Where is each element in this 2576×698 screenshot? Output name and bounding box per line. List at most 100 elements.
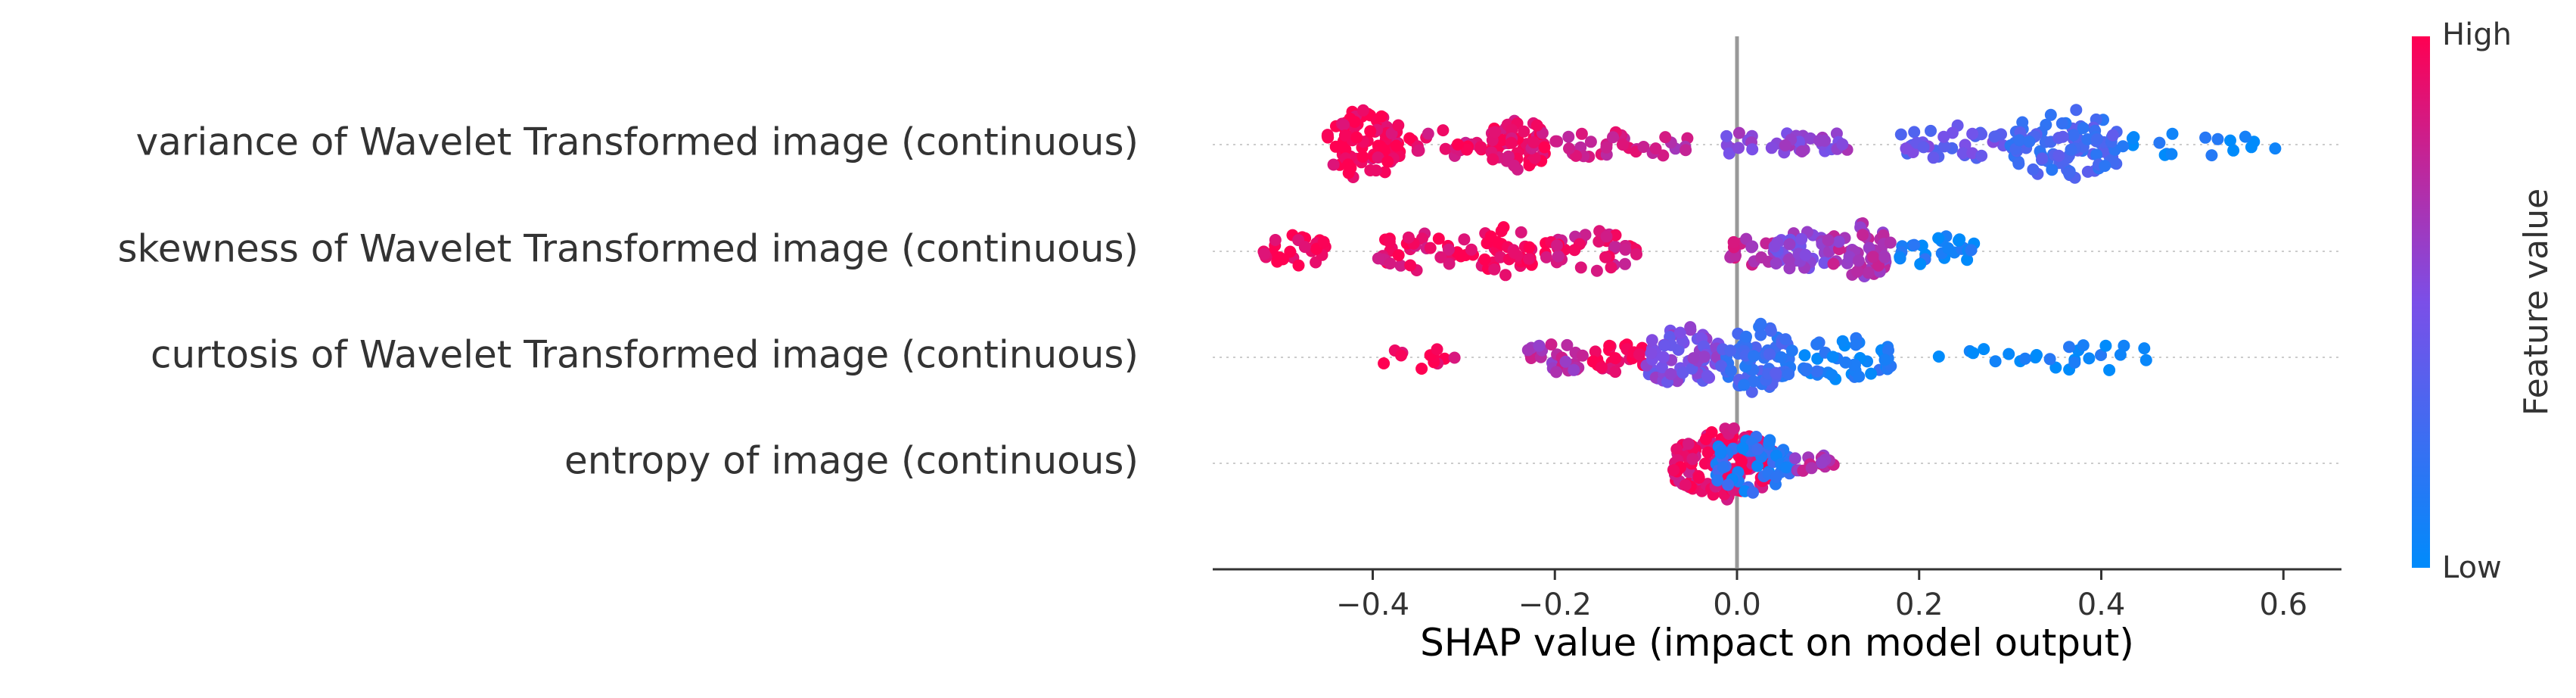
- data-point: [1603, 339, 1616, 352]
- data-point: [1851, 265, 1863, 278]
- data-point: [1872, 259, 1885, 272]
- data-point: [1633, 348, 1645, 361]
- data-point: [2199, 131, 2212, 144]
- data-point: [1852, 254, 1865, 267]
- data-point: [1783, 238, 1796, 251]
- data-point: [2070, 104, 2083, 117]
- data-point: [1338, 118, 1350, 131]
- data-point: [1754, 329, 1767, 341]
- data-point: [1779, 139, 1791, 151]
- data-point: [1432, 232, 1445, 245]
- data-point: [1584, 136, 1597, 148]
- data-point: [1978, 343, 1990, 356]
- data-point: [1723, 147, 1735, 160]
- data-point: [1586, 355, 1599, 368]
- data-point: [1574, 261, 1587, 274]
- feature-label-skewness: skewness of Wavelet Transformed image (c…: [117, 227, 1139, 271]
- data-point: [1589, 345, 1602, 358]
- data-point: [1392, 249, 1405, 262]
- data-point: [1853, 370, 1866, 383]
- x-tick-label: 0.6: [2259, 587, 2307, 622]
- data-point: [1908, 238, 1921, 251]
- data-point: [1508, 159, 1521, 172]
- data-point: [1394, 259, 1407, 272]
- data-point: [1540, 251, 1552, 263]
- data-point: [2077, 339, 2090, 352]
- data-point: [1988, 130, 2001, 143]
- data-point: [1422, 127, 1434, 140]
- data-point: [1523, 252, 1536, 265]
- data-point: [1568, 363, 1580, 376]
- data-point: [1727, 422, 1740, 435]
- data-point: [1465, 243, 1478, 256]
- data-point: [1645, 347, 1658, 360]
- data-point: [1705, 426, 1718, 438]
- data-point: [1595, 361, 1608, 374]
- data-point: [2239, 130, 2251, 143]
- data-point: [1424, 241, 1437, 254]
- x-tick-label: 0.2: [1895, 587, 1944, 622]
- data-point: [1735, 455, 1748, 468]
- data-point: [1395, 349, 1407, 362]
- data-point: [1384, 257, 1397, 270]
- data-point: [1722, 478, 1735, 491]
- colorbar-low-label: Low: [2442, 550, 2502, 585]
- data-point: [1717, 461, 1729, 474]
- data-point: [1826, 351, 1839, 363]
- data-point: [2099, 160, 2111, 173]
- data-point: [1745, 385, 1758, 398]
- data-point: [1810, 365, 1823, 378]
- x-tick-label: −0.2: [1518, 587, 1592, 622]
- data-point: [1732, 126, 1745, 139]
- data-point: [1327, 158, 1340, 171]
- data-point: [1942, 241, 1955, 254]
- data-point: [1506, 123, 1518, 136]
- data-point: [2023, 136, 2036, 148]
- data-point: [1515, 226, 1527, 238]
- data-point: [2036, 152, 2049, 165]
- data-point: [2106, 129, 2119, 142]
- data-point: [1747, 486, 1759, 499]
- data-points: [1257, 104, 2282, 506]
- colorbar-high-label: High: [2442, 17, 2512, 52]
- data-point: [2224, 134, 2236, 147]
- data-point: [1664, 368, 1677, 380]
- data-point: [1372, 252, 1384, 265]
- feature-label-curtosis: curtosis of Wavelet Transformed image (c…: [151, 333, 1139, 377]
- data-point: [2018, 352, 2031, 365]
- data-point: [1630, 248, 1642, 260]
- data-point: [1550, 366, 1563, 379]
- data-point: [1686, 453, 1699, 466]
- data-point: [2012, 157, 2025, 170]
- data-point: [2103, 363, 2116, 376]
- data-point: [1932, 351, 1945, 363]
- data-point: [1738, 379, 1751, 391]
- x-tick-label: −0.4: [1336, 587, 1409, 622]
- data-point: [1350, 131, 1363, 144]
- data-point: [1956, 147, 1969, 160]
- x-axis-title: SHAP value (impact on model output): [1420, 621, 2134, 665]
- data-point: [1900, 142, 1913, 155]
- data-point: [1908, 126, 1921, 139]
- data-point: [1269, 234, 1282, 246]
- data-point: [1590, 264, 1603, 277]
- data-point: [1698, 351, 1711, 363]
- data-point: [1801, 363, 1813, 375]
- data-point: [1551, 239, 1563, 252]
- data-point: [1576, 349, 1589, 362]
- data-point: [1505, 136, 1518, 149]
- data-point: [1271, 255, 1284, 268]
- data-point: [1637, 141, 1650, 153]
- data-point: [1966, 147, 1979, 160]
- feature-label-entropy: entropy of image (continuous): [564, 439, 1139, 483]
- data-point: [1715, 360, 1727, 372]
- data-point: [1692, 472, 1705, 484]
- data-point: [1953, 234, 1965, 247]
- data-point: [1499, 269, 1512, 282]
- data-point: [2205, 149, 2218, 162]
- data-point: [1785, 344, 1798, 357]
- data-point: [1779, 333, 1792, 346]
- data-point: [1862, 266, 1875, 279]
- data-point: [2165, 148, 2178, 160]
